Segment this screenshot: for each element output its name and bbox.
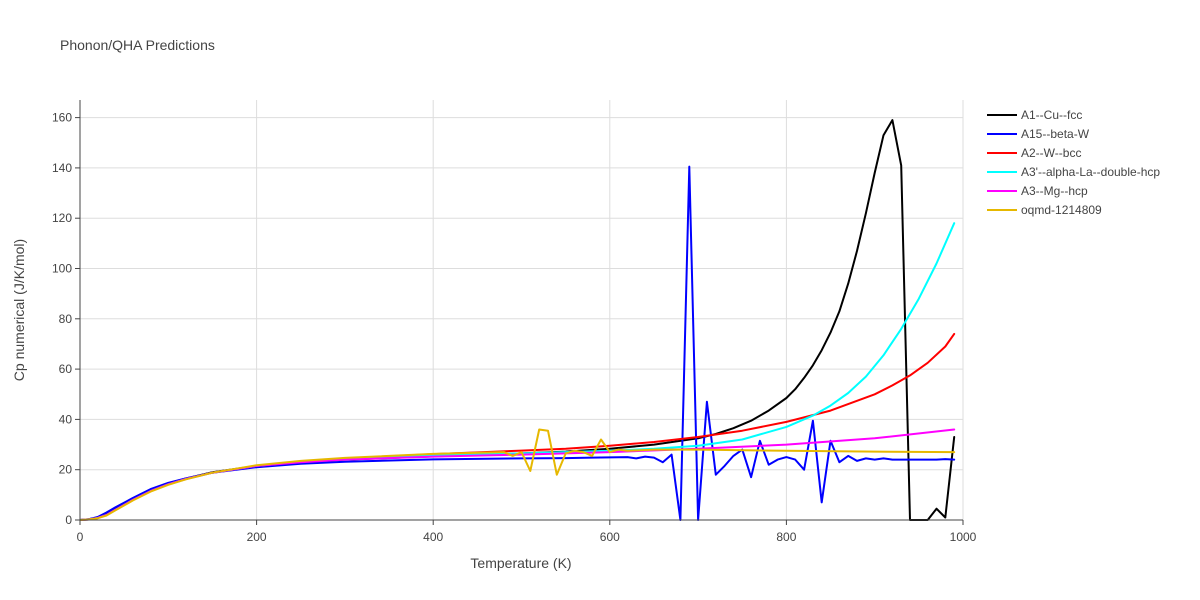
x-tick-label: 200	[247, 530, 267, 544]
y-tick-label: 120	[52, 211, 72, 225]
series-line-3	[80, 222, 956, 521]
legend-label: A1--Cu--fcc	[1021, 108, 1082, 122]
y-tick-label: 20	[59, 463, 73, 477]
legend-label: A3'--alpha-La--double-hcp	[1021, 165, 1160, 179]
y-tick-label: 140	[52, 161, 72, 175]
legend-item[interactable]: A3--Mg--hcp	[987, 184, 1088, 198]
legend-item[interactable]: A3'--alpha-La--double-hcp	[987, 165, 1160, 179]
legend-label: A3--Mg--hcp	[1021, 184, 1088, 198]
y-tick-label: 160	[52, 111, 72, 125]
y-tick-label: 40	[59, 412, 73, 426]
x-tick-label: 800	[776, 530, 796, 544]
series-line-5	[80, 428, 956, 521]
chart-title: Phonon/QHA Predictions	[60, 37, 215, 53]
axes: 0 200 400 600 800 1000 0 20 40 60 80 100 120 140 160	[52, 100, 977, 544]
y-tick-label: 0	[65, 513, 72, 527]
y-tick-label: 100	[52, 262, 72, 276]
legend-label: oqmd-1214809	[1021, 203, 1102, 217]
legend-label: A15--beta-W	[1021, 127, 1090, 141]
grid	[80, 100, 964, 520]
legend-item[interactable]: A15--beta-W	[987, 127, 1090, 141]
legend[interactable]: A1--Cu--fcc A15--beta-W A2--W--bcc A3'--alp…	[987, 108, 1160, 217]
x-tick-label: 1000	[950, 530, 977, 544]
series-line-1	[80, 165, 956, 521]
x-tick-label: 0	[77, 530, 84, 544]
x-tick-label: 600	[600, 530, 620, 544]
x-axis-title: Temperature (K)	[470, 555, 571, 571]
legend-item[interactable]: A1--Cu--fcc	[987, 108, 1082, 122]
y-tick-label: 80	[59, 312, 73, 326]
x-tick-label: 400	[423, 530, 443, 544]
series-line-0	[80, 119, 956, 521]
series-line-4	[80, 428, 956, 521]
y-axis-title: Cp numerical (J/K/mol)	[11, 239, 27, 381]
plot-area	[80, 119, 956, 521]
legend-item[interactable]: oqmd-1214809	[987, 203, 1102, 217]
legend-item[interactable]: A2--W--bcc	[987, 146, 1081, 160]
y-tick-label: 60	[59, 362, 73, 376]
legend-label: A2--W--bcc	[1021, 146, 1081, 160]
